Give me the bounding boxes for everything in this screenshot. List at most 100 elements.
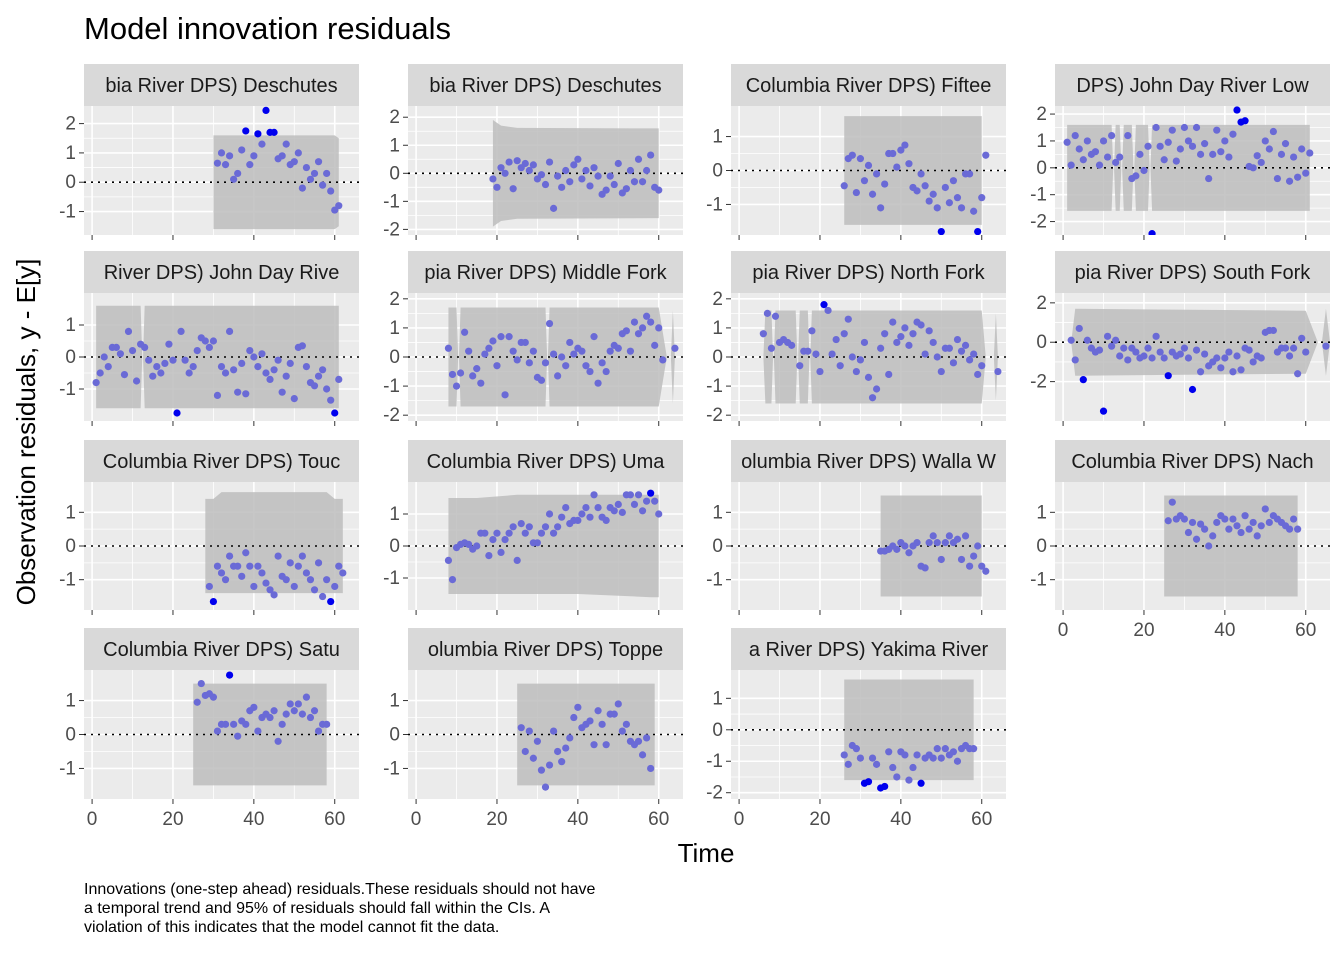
residual-point	[868, 394, 877, 402]
residual-point	[1136, 150, 1144, 158]
residual-point	[221, 720, 230, 728]
x-axis-title: Time	[678, 838, 735, 868]
x-tick-label: 20	[486, 809, 507, 830]
facet-panel: olumbia River DPS) Walla W -1 0 1	[706, 440, 1006, 615]
panel-content	[408, 106, 683, 235]
residual-point	[270, 591, 278, 599]
residual-point	[1306, 149, 1314, 157]
residual-point	[286, 559, 294, 567]
residual-point	[234, 169, 242, 178]
residual-point	[525, 359, 533, 367]
residual-point	[1091, 148, 1100, 156]
residual-point	[610, 180, 618, 189]
ci-ribbon	[213, 135, 339, 230]
residual-point	[209, 693, 218, 701]
y-tick-label: 2	[1036, 104, 1047, 125]
residual-point	[302, 693, 311, 701]
residual-point	[1071, 356, 1079, 364]
residual-point	[856, 356, 865, 364]
residual-point	[242, 127, 250, 135]
residual-point	[788, 341, 796, 349]
residual-point	[925, 197, 933, 205]
residual-point	[298, 184, 306, 192]
x-tick-label: 40	[567, 809, 588, 830]
residual-point	[327, 396, 335, 404]
residual-point	[254, 562, 262, 570]
residual-point	[238, 359, 246, 367]
residual-point	[331, 582, 339, 591]
residual-point	[578, 347, 586, 355]
y-tick-label: 0	[389, 725, 400, 746]
residual-point	[310, 586, 319, 594]
residual-point	[517, 724, 525, 732]
residual-point	[258, 140, 266, 148]
facet-panel: Columbia River DPS) Fiftee -1 0 1	[706, 64, 1006, 240]
residual-point	[509, 185, 517, 193]
residual-point	[1229, 515, 1237, 523]
residual-point	[614, 344, 622, 352]
residual-point	[953, 194, 962, 202]
residual-point	[1184, 528, 1193, 537]
panel-content	[408, 293, 683, 421]
strip-label: bia River DPS) Deschutes	[105, 75, 337, 97]
residual-point	[771, 312, 780, 320]
residual-point	[169, 356, 177, 364]
y-tick-label: 1	[65, 315, 76, 336]
panel-content	[84, 482, 359, 610]
y-tick-label: 0	[712, 536, 723, 557]
residual-point	[1192, 535, 1201, 543]
residual-point	[1237, 528, 1245, 537]
residual-point	[901, 542, 909, 550]
residual-point	[327, 597, 335, 606]
residual-point	[974, 370, 982, 379]
residual-point	[116, 350, 124, 358]
x-tick-label: 0	[734, 809, 745, 830]
residual-point	[1132, 172, 1140, 180]
residual-point	[933, 539, 941, 547]
residual-point	[659, 356, 667, 364]
strip-label: Columbia River DPS) Satu	[103, 639, 340, 661]
residual-point	[310, 169, 319, 178]
residual-point	[1281, 344, 1290, 352]
residual-point	[885, 748, 893, 756]
residual-point	[1290, 153, 1298, 161]
residual-point	[1217, 364, 1225, 372]
residual-point	[1233, 352, 1241, 360]
residual-point	[618, 727, 626, 735]
residual-point	[517, 520, 525, 528]
residual-point	[290, 158, 298, 166]
residual-point	[541, 180, 550, 189]
residual-point	[570, 713, 578, 722]
residual-point	[622, 720, 630, 728]
residual-point	[246, 347, 254, 355]
residual-point	[590, 333, 598, 341]
residual-point	[590, 491, 598, 499]
residual-point	[274, 356, 282, 364]
residual-point	[1095, 346, 1104, 354]
residual-point	[554, 372, 562, 380]
strip-label: Columbia River DPS) Uma	[427, 451, 666, 473]
residual-point	[493, 362, 501, 370]
residual-point	[1099, 407, 1108, 415]
residual-point	[929, 532, 937, 540]
residual-point	[957, 347, 966, 355]
strip-background	[731, 64, 1006, 106]
residual-point	[262, 579, 270, 587]
residual-point	[501, 169, 509, 177]
residual-point	[1294, 370, 1302, 378]
y-tick-label: -2	[706, 405, 723, 426]
residual-point	[1112, 158, 1120, 167]
residual-point	[266, 713, 274, 722]
residual-point	[469, 372, 477, 380]
residual-point	[452, 382, 461, 390]
residual-point	[1265, 145, 1273, 153]
residual-point	[889, 318, 897, 326]
residual-point	[933, 353, 941, 361]
residual-point	[872, 385, 881, 393]
residual-point	[852, 367, 860, 376]
residual-point	[153, 363, 161, 371]
residual-point	[630, 500, 639, 508]
residual-point	[513, 356, 521, 364]
y-tick-label: -1	[59, 379, 76, 400]
